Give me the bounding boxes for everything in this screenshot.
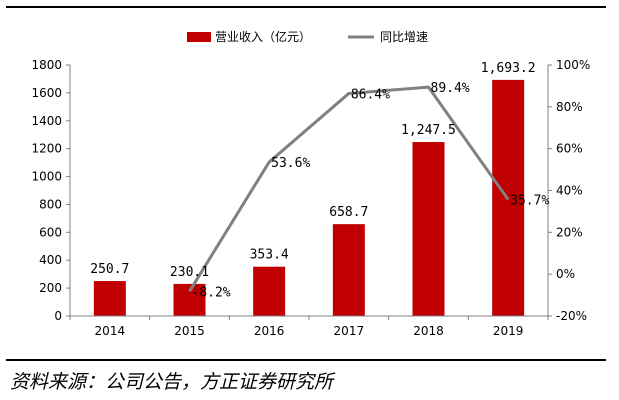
left-tick-label: 1000 — [31, 170, 62, 184]
growth-line-path — [188, 85, 510, 293]
bar — [332, 224, 365, 316]
right-tick-label: 40% — [556, 184, 583, 198]
left-tick-label: 1200 — [31, 142, 62, 156]
source-note: 资料来源：公司公告，方正证券研究所 — [10, 371, 334, 393]
x-tick-label: 2017 — [334, 324, 365, 338]
legend-label-revenue: 营业收入（亿元） — [215, 29, 311, 44]
line-labels: -8.2% 53.6% 86.4% 89.4% 35.7% — [192, 81, 550, 300]
bar-labels: 250.7 230.1 353.4 658.7 1,247.5 1,693.2 — [90, 61, 535, 280]
bar — [93, 281, 126, 316]
line-value-label: 53.6% — [271, 156, 310, 171]
bar — [253, 266, 286, 316]
right-tick-label: 20% — [556, 225, 583, 239]
x-tick-label: 2015 — [174, 324, 205, 338]
x-tick-label: 2016 — [254, 324, 285, 338]
right-tick-label: 60% — [556, 142, 583, 156]
line-value-label: -8.2% — [192, 285, 231, 300]
bar-value-label: 230.1 — [170, 265, 209, 280]
left-tick-label: 400 — [39, 253, 62, 267]
chart: 营业收入（亿元） 同比增速 0 200 400 600 800 1000 1200 1400 1… — [31, 29, 590, 338]
bar-value-label: 658.7 — [329, 205, 368, 220]
line-value-label: 86.4% — [351, 87, 390, 102]
top-rule — [6, 6, 606, 8]
line-value-label: 35.7% — [510, 193, 549, 208]
bar-value-label: 353.4 — [250, 248, 289, 263]
left-tick-label: 600 — [39, 225, 62, 239]
left-tick-label: 1600 — [31, 86, 62, 100]
legend: 营业收入（亿元） 同比增速 — [187, 29, 428, 44]
left-tick-label: 1400 — [31, 114, 62, 128]
right-axis: -20% 0% 20% 40% 60% 80% 100% — [547, 58, 590, 323]
bar — [412, 142, 445, 316]
right-tick-label: 0% — [556, 267, 575, 281]
bar-value-label: 250.7 — [90, 262, 129, 277]
x-tick-label: 2019 — [493, 324, 524, 338]
left-tick-label: 1800 — [31, 58, 62, 72]
x-tick-label: 2018 — [413, 324, 444, 338]
bottom-rule — [6, 359, 606, 361]
line-value-label: 89.4% — [431, 81, 470, 96]
growth-line — [188, 85, 510, 293]
right-tick-label: -20% — [556, 309, 587, 323]
x-tick-label: 2014 — [95, 324, 126, 338]
bar-value-label: 1,247.5 — [401, 123, 456, 138]
bars — [93, 79, 525, 316]
left-axis: 0 200 400 600 800 1000 1200 1400 1600 1800 — [31, 58, 71, 323]
right-tick-label: 100% — [556, 58, 590, 72]
bar-value-label: 1,693.2 — [481, 61, 536, 76]
left-tick-label: 800 — [39, 197, 62, 211]
left-tick-label: 0 — [54, 309, 62, 323]
legend-label-growth: 同比增速 — [380, 30, 428, 44]
x-axis: 2014 2015 2016 2017 2018 2019 — [69, 315, 549, 338]
left-tick-label: 200 — [39, 281, 62, 295]
legend-swatch-revenue — [187, 32, 211, 42]
right-tick-label: 80% — [556, 100, 583, 114]
